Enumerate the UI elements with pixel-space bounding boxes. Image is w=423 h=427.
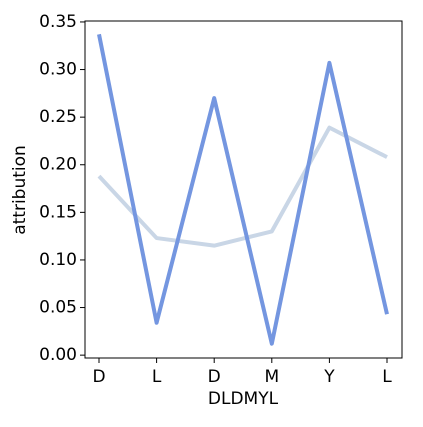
y-tick-label: 0.20: [39, 155, 77, 175]
y-tick-label: 0.15: [39, 202, 77, 222]
plot-frame: [84, 20, 403, 359]
y-tick-label: 0.00: [39, 345, 77, 365]
y-tick-label: 0.35: [39, 12, 77, 32]
x-tick-label: L: [152, 367, 162, 387]
line-series: [97, 33, 389, 346]
y-tick-label: 0.30: [39, 60, 77, 80]
y-tick-label: 0.25: [39, 107, 77, 127]
y-axis-label: attribution: [10, 145, 30, 235]
x-tick-label: D: [208, 367, 221, 387]
x-tick-label: Y: [323, 367, 335, 387]
x-axis-label: DLDMYL: [208, 389, 279, 409]
x-tick-label: D: [92, 367, 105, 387]
y-tick-label: 0.05: [39, 298, 77, 318]
line-series: [97, 125, 388, 248]
x-tick-label: M: [264, 367, 279, 387]
x-tick-label: L: [382, 367, 392, 387]
y-tick-label: 0.10: [39, 250, 77, 270]
